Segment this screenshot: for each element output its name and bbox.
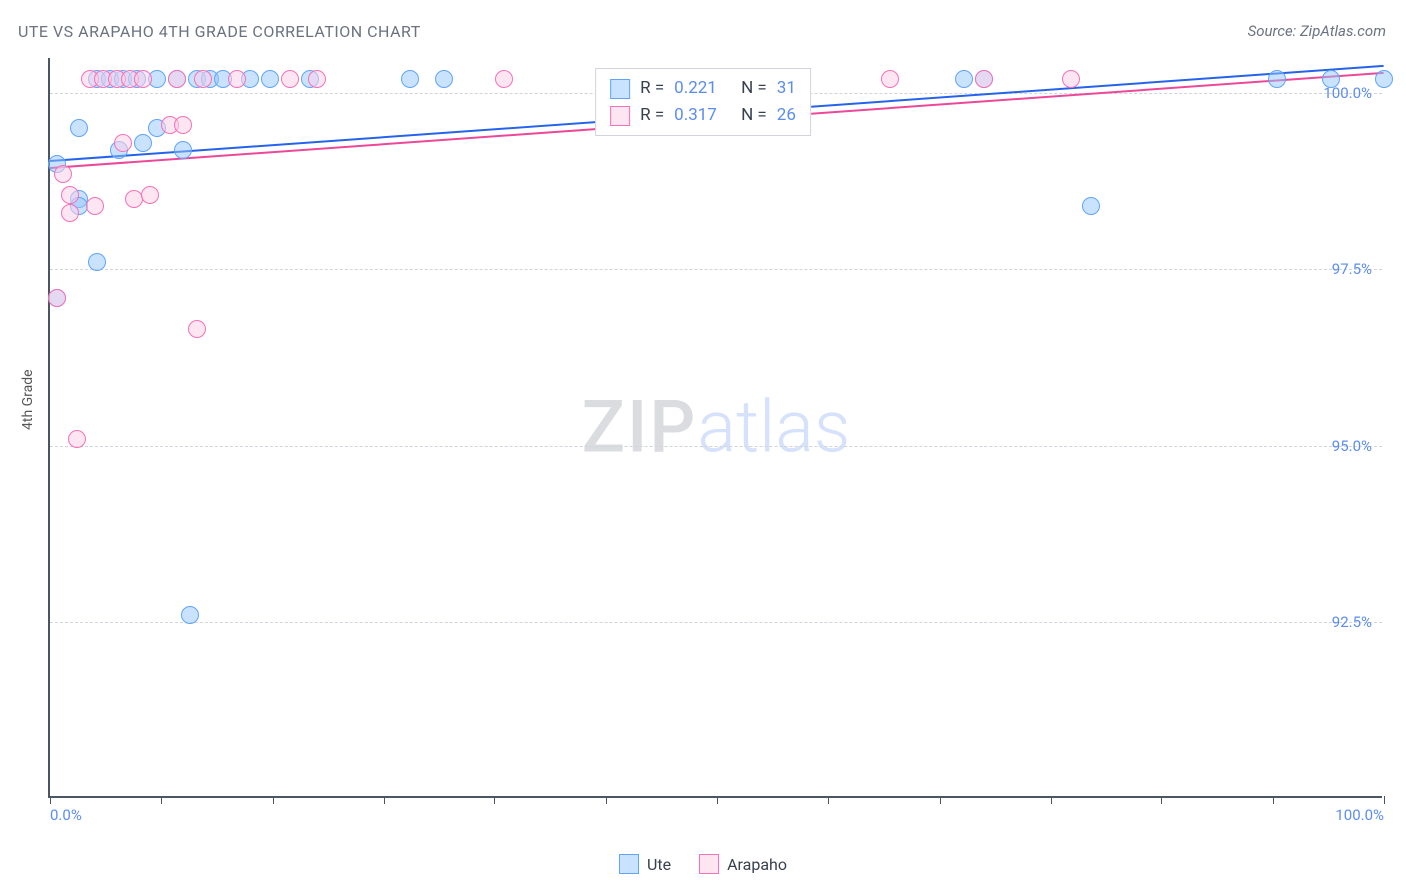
r-label: R = — [640, 102, 664, 129]
x-tick — [717, 796, 718, 804]
x-tick — [494, 796, 495, 804]
x-tick — [1273, 796, 1274, 804]
y-tick-label: 97.5% — [1332, 260, 1372, 278]
x-tick — [50, 796, 51, 804]
correlation-chart: UTE VS ARAPAHO 4TH GRADE CORRELATION CHA… — [0, 0, 1406, 892]
data-point-arapaho — [174, 116, 192, 134]
n-label: N = — [741, 75, 767, 102]
gridline — [50, 446, 1382, 447]
r-value-arapaho: 0.317 — [674, 102, 717, 129]
watermark: ZIPatlas — [582, 385, 851, 470]
legend-item-arapaho: Arapaho — [699, 854, 787, 874]
data-point-arapaho — [61, 204, 79, 222]
watermark-zip: ZIP — [582, 385, 698, 470]
data-point-arapaho — [48, 289, 66, 307]
x-tick — [1384, 796, 1385, 804]
data-point-arapaho — [228, 70, 246, 88]
x-tick — [384, 796, 385, 804]
watermark-atlas: atlas — [697, 385, 850, 470]
x-tick — [940, 796, 941, 804]
data-point-ute — [1082, 197, 1100, 215]
chart-title: UTE VS ARAPAHO 4TH GRADE CORRELATION CHA… — [18, 22, 421, 41]
y-axis-label: 4th Grade — [20, 369, 36, 430]
x-tick — [161, 796, 162, 804]
plot-area: ZIPatlas 92.5%95.0%97.5%100.0%0.0%100.0% — [48, 58, 1382, 798]
r-label: R = — [640, 75, 664, 102]
n-value-ute: 31 — [777, 75, 796, 102]
data-point-ute — [181, 606, 199, 624]
data-point-arapaho — [168, 70, 186, 88]
x-tick — [273, 796, 274, 804]
data-point-arapaho — [1062, 70, 1080, 88]
data-point-arapaho — [194, 70, 212, 88]
data-point-ute — [435, 70, 453, 88]
y-tick-label: 92.5% — [1332, 613, 1372, 631]
data-point-arapaho — [86, 197, 104, 215]
data-point-arapaho — [141, 186, 159, 204]
data-point-ute — [1268, 70, 1286, 88]
legend-row-ute: R = 0.221 N = 31 — [610, 75, 796, 102]
x-tick — [1051, 796, 1052, 804]
x-tick — [1161, 796, 1162, 804]
data-point-ute — [955, 70, 973, 88]
correlation-legend: R = 0.221 N = 31 R = 0.317 N = 26 — [595, 68, 811, 136]
data-point-ute — [174, 141, 192, 159]
arapaho-swatch-icon — [610, 106, 630, 126]
n-value-arapaho: 26 — [777, 102, 796, 129]
r-value-ute: 0.221 — [674, 75, 717, 102]
source-attribution: Source: ZipAtlas.com — [1248, 22, 1386, 40]
x-tick-label: 100.0% — [1335, 806, 1384, 824]
legend-label: Arapaho — [727, 855, 787, 874]
x-tick — [828, 796, 829, 804]
data-point-ute — [88, 253, 106, 271]
ute-swatch-icon — [619, 854, 639, 874]
gridline — [50, 622, 1382, 623]
series-legend: Ute Arapaho — [619, 854, 787, 874]
data-point-ute — [1322, 70, 1340, 88]
x-tick — [606, 796, 607, 804]
legend-row-arapaho: R = 0.317 N = 26 — [610, 102, 796, 129]
data-point-arapaho — [61, 186, 79, 204]
data-point-arapaho — [188, 320, 206, 338]
legend-label: Ute — [647, 855, 671, 874]
data-point-ute — [261, 70, 279, 88]
ute-swatch-icon — [610, 79, 630, 99]
x-tick-label: 0.0% — [50, 806, 82, 824]
data-point-ute — [70, 119, 88, 137]
data-point-arapaho — [281, 70, 299, 88]
data-point-arapaho — [308, 70, 326, 88]
data-point-ute — [401, 70, 419, 88]
y-tick-label: 95.0% — [1332, 437, 1372, 455]
legend-item-ute: Ute — [619, 854, 671, 874]
data-point-arapaho — [975, 70, 993, 88]
data-point-ute — [1375, 70, 1393, 88]
data-point-arapaho — [68, 430, 86, 448]
gridline — [50, 269, 1382, 270]
arapaho-swatch-icon — [699, 854, 719, 874]
data-point-arapaho — [881, 70, 899, 88]
data-point-arapaho — [54, 165, 72, 183]
data-point-arapaho — [495, 70, 513, 88]
n-label: N = — [741, 102, 767, 129]
data-point-ute — [134, 134, 152, 152]
data-point-arapaho — [134, 70, 152, 88]
data-point-arapaho — [114, 134, 132, 152]
